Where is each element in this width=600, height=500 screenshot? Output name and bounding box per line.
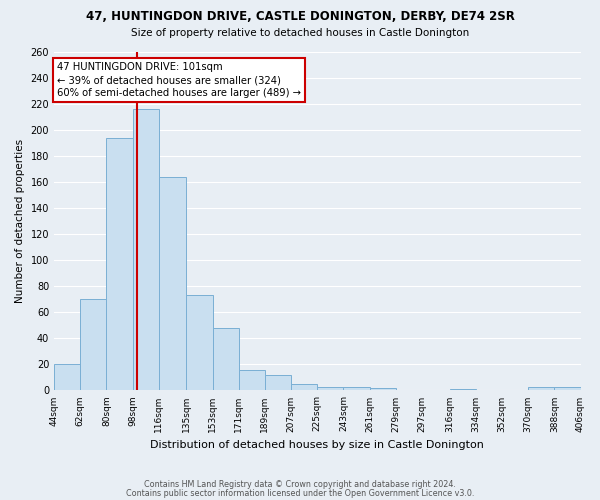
Text: Size of property relative to detached houses in Castle Donington: Size of property relative to detached ho… (131, 28, 469, 38)
Bar (159, 176, 187, 390)
Bar (528, 386, 554, 390)
Bar (343, 386, 370, 390)
X-axis label: Distribution of detached houses by size in Castle Donington: Distribution of detached houses by size … (151, 440, 484, 450)
Text: Contains public sector information licensed under the Open Government Licence v3: Contains public sector information licen… (126, 488, 474, 498)
Bar (370, 388, 396, 390)
Bar (133, 109, 159, 390)
Bar (265, 375, 291, 390)
Text: 47, HUNTINGDON DRIVE, CASTLE DONINGTON, DERBY, DE74 2SR: 47, HUNTINGDON DRIVE, CASTLE DONINGTON, … (86, 10, 514, 23)
Bar (80, 299, 106, 390)
Bar (554, 386, 581, 390)
Bar (291, 384, 317, 390)
Bar (54, 364, 80, 390)
Bar (239, 370, 265, 390)
Bar (187, 296, 212, 390)
Y-axis label: Number of detached properties: Number of detached properties (15, 139, 25, 303)
Text: 47 HUNTINGDON DRIVE: 101sqm
← 39% of detached houses are smaller (324)
60% of se: 47 HUNTINGDON DRIVE: 101sqm ← 39% of det… (57, 62, 301, 98)
Text: Contains HM Land Registry data © Crown copyright and database right 2024.: Contains HM Land Registry data © Crown c… (144, 480, 456, 489)
Bar (106, 138, 133, 390)
Bar (212, 328, 239, 390)
Bar (317, 386, 343, 390)
Bar (449, 389, 476, 390)
